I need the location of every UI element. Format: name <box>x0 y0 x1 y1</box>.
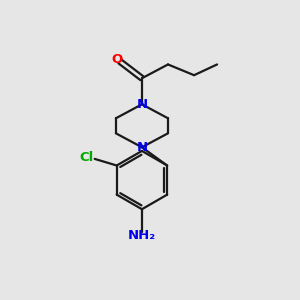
Text: NH₂: NH₂ <box>128 229 156 242</box>
Text: N: N <box>136 98 148 111</box>
Text: Cl: Cl <box>80 151 94 164</box>
Text: N: N <box>136 141 148 154</box>
Text: O: O <box>111 53 122 66</box>
